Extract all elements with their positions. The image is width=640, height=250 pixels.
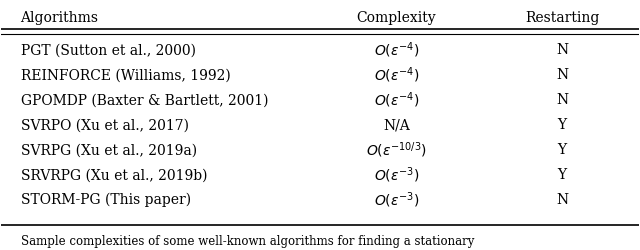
Text: SVRPO (Xu et al., 2017): SVRPO (Xu et al., 2017)	[20, 118, 189, 132]
Text: $O(\epsilon^{-3})$: $O(\epsilon^{-3})$	[374, 166, 419, 185]
Text: Y: Y	[557, 118, 566, 132]
Text: REINFORCE (Williams, 1992): REINFORCE (Williams, 1992)	[20, 68, 230, 82]
Text: N: N	[556, 43, 568, 57]
Text: N: N	[556, 193, 568, 207]
Text: $O(\epsilon^{-4})$: $O(\epsilon^{-4})$	[374, 66, 419, 85]
Text: PGT (Sutton et al., 2000): PGT (Sutton et al., 2000)	[20, 43, 195, 57]
Text: GPOMDP (Baxter & Bartlett, 2001): GPOMDP (Baxter & Bartlett, 2001)	[20, 93, 268, 107]
Text: $O(\epsilon^{-4})$: $O(\epsilon^{-4})$	[374, 90, 419, 110]
Text: SRVRPG (Xu et al., 2019b): SRVRPG (Xu et al., 2019b)	[20, 168, 207, 182]
Text: Y: Y	[557, 143, 566, 157]
Text: $O(\epsilon^{-10/3})$: $O(\epsilon^{-10/3})$	[366, 140, 427, 160]
Text: STORM-PG (This paper): STORM-PG (This paper)	[20, 193, 191, 207]
Text: Algorithms: Algorithms	[20, 11, 99, 25]
Text: Y: Y	[557, 168, 566, 182]
Text: $O(\epsilon^{-4})$: $O(\epsilon^{-4})$	[374, 40, 419, 60]
Text: SVRPG (Xu et al., 2019a): SVRPG (Xu et al., 2019a)	[20, 143, 196, 157]
Text: Complexity: Complexity	[356, 11, 436, 25]
Text: $O(\epsilon^{-3})$: $O(\epsilon^{-3})$	[374, 190, 419, 210]
Text: Restarting: Restarting	[525, 11, 599, 25]
Text: N: N	[556, 68, 568, 82]
Text: N: N	[556, 93, 568, 107]
Text: N/A: N/A	[383, 118, 410, 132]
Text: Sample complexities of some well-known algorithms for finding a stationary: Sample complexities of some well-known a…	[20, 235, 474, 248]
